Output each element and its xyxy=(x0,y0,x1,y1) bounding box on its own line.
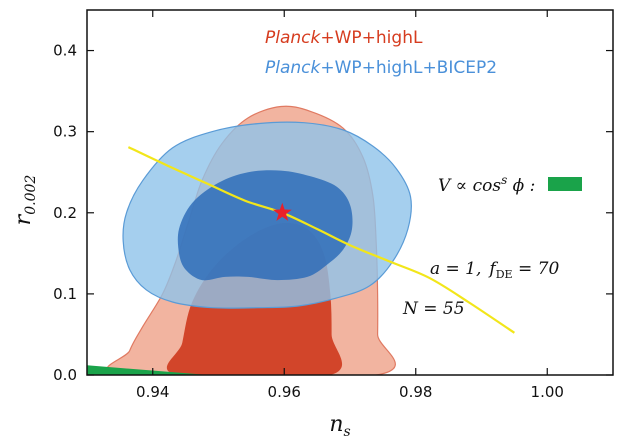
y-tick-label: 0.4 xyxy=(53,42,77,60)
y-tick-label: 0.1 xyxy=(53,285,77,303)
y-axis-label: r0.002 xyxy=(11,175,39,226)
prediction-line xyxy=(127,146,516,334)
y-tick-label: 0.0 xyxy=(53,366,77,384)
y-axis-label-sub: 0.002 xyxy=(23,175,39,215)
annotation-f: f xyxy=(487,259,498,279)
plot-frame xyxy=(86,9,614,376)
green-swatch xyxy=(548,177,582,191)
annotation-potential-sup: s xyxy=(501,173,507,187)
x-axis: 0.94 0.96 0.98 1.00 xyxy=(136,10,564,401)
annotation-potential-tail: ϕ : xyxy=(507,176,535,196)
x-axis-label-sub: s xyxy=(343,424,350,437)
x-axis-label-main: n xyxy=(329,412,343,437)
y-axis-label-main: r xyxy=(11,213,36,225)
x-axis-label: ns xyxy=(329,412,350,437)
legend-planck-italic: Planck xyxy=(265,28,322,48)
annotation-potential: V ∝ coss ϕ : xyxy=(438,173,535,196)
green-region xyxy=(87,365,209,375)
y-tick-label: 0.3 xyxy=(53,123,77,141)
x-tick-label: 0.94 xyxy=(136,383,169,401)
annotation-f-sub: DE xyxy=(496,268,513,281)
annotation-potential-main: V ∝ cos xyxy=(438,176,501,196)
legend-entry-bicep: Planck+WP+highL+BICEP2 xyxy=(265,58,497,78)
annotation-f-val: = 70 xyxy=(513,259,560,279)
annotation-a: a = 1, xyxy=(430,259,481,279)
x-tick-label: 0.96 xyxy=(268,383,301,401)
best-fit-star xyxy=(272,202,292,221)
y-axis: 0.0 0.1 0.2 0.3 0.4 xyxy=(53,42,613,384)
y-tick-label: 0.2 xyxy=(53,204,77,222)
legend-bicep-italic: Planck xyxy=(265,58,322,78)
bicep-contour-68 xyxy=(177,170,353,281)
legend-entry-planck: Planck+WP+highL xyxy=(265,28,423,48)
annotation-params: a = 1, fDE = 70 xyxy=(430,259,559,281)
x-tick-label: 0.98 xyxy=(399,383,432,401)
legend-bicep-rest: +WP+highL+BICEP2 xyxy=(320,58,497,78)
legend-planck-rest: +WP+highL xyxy=(320,28,423,48)
plot-area xyxy=(87,105,516,375)
annotation-efolds: N = 55 xyxy=(402,299,465,319)
x-tick-label: 1.00 xyxy=(531,383,564,401)
